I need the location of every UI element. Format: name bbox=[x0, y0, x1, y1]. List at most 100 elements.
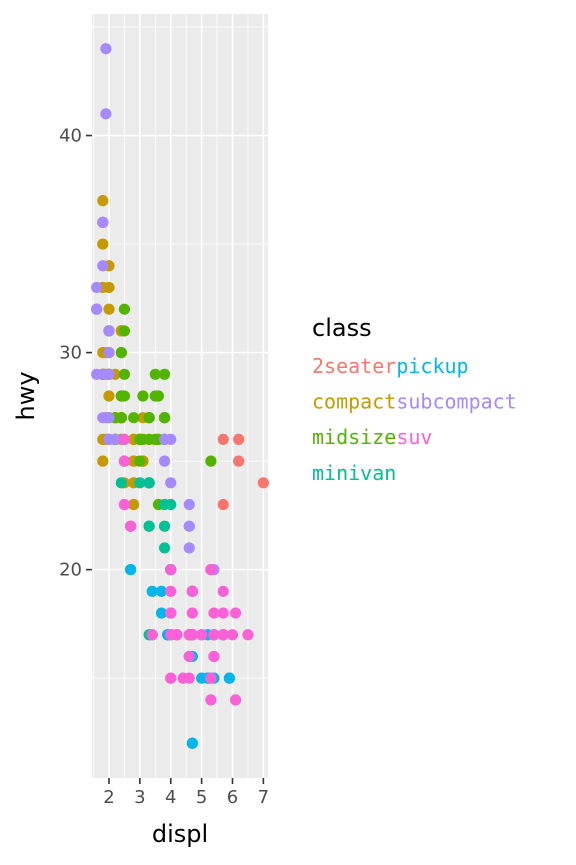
data-point-suv bbox=[217, 585, 229, 597]
data-point-minivan bbox=[165, 498, 177, 511]
data-point-suv bbox=[217, 629, 229, 641]
data-point-2seater bbox=[233, 433, 245, 446]
data-point-subcompact bbox=[158, 455, 171, 467]
data-point-minivan bbox=[158, 520, 171, 532]
legend-label-pickup: pickup bbox=[396, 354, 468, 378]
data-point-suv bbox=[118, 433, 131, 446]
legend-label-subcompact: subcompact bbox=[396, 390, 516, 414]
x-tick-label: 7 bbox=[258, 787, 269, 808]
data-point-subcompact bbox=[103, 325, 115, 337]
data-point-midsize bbox=[205, 455, 217, 467]
x-tick-label: 4 bbox=[165, 787, 176, 808]
legend-label-minivan: minivan bbox=[312, 461, 396, 485]
data-point-minivan bbox=[143, 520, 155, 532]
data-point-compact bbox=[128, 498, 140, 511]
x-tick-label: 5 bbox=[196, 787, 207, 808]
data-point-2seater bbox=[257, 477, 269, 489]
data-point-suv bbox=[208, 650, 220, 663]
data-point-suv bbox=[118, 455, 131, 467]
data-point-compact bbox=[103, 303, 115, 315]
data-point-midsize bbox=[128, 412, 140, 424]
legend-title: class bbox=[312, 314, 372, 342]
data-point-suv bbox=[205, 672, 217, 684]
data-point-suv bbox=[183, 672, 195, 684]
x-tick-label: 2 bbox=[103, 787, 114, 808]
data-point-suv bbox=[229, 694, 242, 706]
data-points bbox=[91, 43, 269, 749]
data-point-subcompact bbox=[97, 412, 109, 424]
data-point-suv bbox=[165, 629, 177, 641]
data-point-pickup bbox=[124, 564, 137, 576]
x-tick-label: 3 bbox=[134, 787, 145, 808]
data-point-suv bbox=[165, 585, 177, 597]
data-point-midsize bbox=[118, 325, 131, 337]
data-point-midsize bbox=[152, 390, 164, 402]
data-point-suv bbox=[208, 607, 220, 619]
data-point-suv bbox=[165, 607, 177, 619]
data-point-midsize bbox=[118, 368, 131, 380]
data-point-midsize bbox=[137, 390, 149, 402]
data-point-subcompact bbox=[109, 433, 121, 446]
y-tick-label: 30 bbox=[59, 343, 82, 364]
data-point-pickup bbox=[146, 585, 158, 597]
data-point-suv bbox=[186, 585, 198, 597]
data-point-suv bbox=[205, 564, 217, 576]
data-point-minivan bbox=[158, 542, 171, 554]
data-point-compact bbox=[97, 455, 109, 467]
data-point-suv bbox=[183, 650, 195, 663]
data-point-subcompact bbox=[183, 498, 195, 511]
data-point-subcompact bbox=[97, 368, 109, 380]
data-point-suv bbox=[118, 498, 131, 511]
data-point-2seater bbox=[233, 455, 245, 467]
y-tick-label: 20 bbox=[59, 560, 82, 581]
data-point-suv bbox=[229, 607, 242, 619]
data-point-suv bbox=[186, 607, 198, 619]
y-axis-title: hwy bbox=[12, 371, 40, 420]
data-point-2seater bbox=[217, 433, 229, 446]
data-point-minivan bbox=[115, 477, 127, 489]
legend-label-2seater: 2seater bbox=[312, 354, 396, 378]
data-point-pickup bbox=[155, 585, 168, 597]
data-point-subcompact bbox=[103, 346, 115, 359]
legend-label-suv: suv bbox=[396, 425, 432, 449]
data-point-subcompact bbox=[91, 303, 103, 315]
data-point-compact bbox=[97, 238, 109, 250]
data-point-suv bbox=[124, 520, 137, 532]
data-point-suv bbox=[146, 629, 158, 641]
data-point-compact bbox=[97, 195, 109, 207]
data-point-suv bbox=[165, 564, 177, 576]
data-point-midsize bbox=[149, 368, 161, 380]
data-point-suv bbox=[217, 607, 229, 619]
data-point-subcompact bbox=[91, 281, 103, 294]
data-point-subcompact bbox=[97, 216, 109, 228]
y-tick-label: 40 bbox=[59, 126, 82, 147]
data-point-suv bbox=[208, 629, 220, 641]
data-point-midsize bbox=[115, 346, 127, 359]
data-point-minivan bbox=[134, 477, 146, 489]
data-point-suv bbox=[226, 629, 239, 641]
data-point-subcompact bbox=[100, 43, 112, 55]
data-point-pickup bbox=[186, 737, 198, 749]
legend-label-midsize: midsize bbox=[312, 425, 396, 449]
legend-label-compact: compact bbox=[312, 390, 396, 414]
data-point-subcompact bbox=[165, 477, 177, 489]
data-point-suv bbox=[242, 629, 254, 641]
data-point-suv bbox=[205, 694, 217, 706]
data-point-midsize bbox=[115, 412, 127, 424]
data-point-2seater bbox=[217, 498, 229, 511]
data-point-pickup bbox=[155, 607, 168, 619]
data-point-midsize bbox=[134, 455, 146, 467]
data-point-midsize bbox=[118, 303, 131, 315]
data-point-midsize bbox=[158, 368, 171, 380]
data-point-midsize bbox=[134, 433, 146, 446]
data-point-minivan bbox=[143, 477, 155, 489]
data-point-pickup bbox=[223, 672, 236, 684]
data-point-midsize bbox=[143, 412, 155, 424]
data-point-compact bbox=[103, 390, 115, 402]
data-point-suv bbox=[196, 629, 208, 641]
data-point-subcompact bbox=[183, 542, 195, 554]
